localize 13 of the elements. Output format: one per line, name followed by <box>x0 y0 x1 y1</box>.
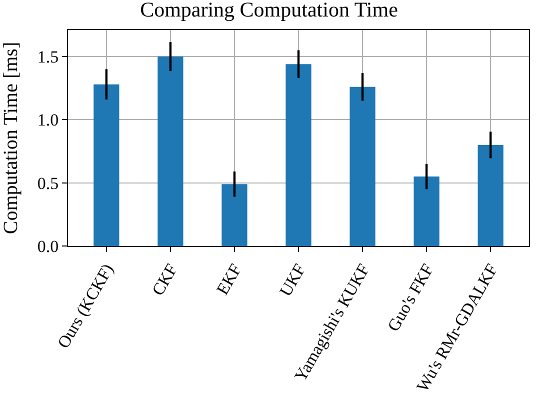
chart-title: Comparing Computation Time <box>140 0 398 22</box>
bar <box>478 144 504 246</box>
y-tick-label: 0.0 <box>37 236 59 256</box>
bar <box>350 86 376 246</box>
bar <box>414 176 440 246</box>
bar <box>158 56 184 246</box>
y-axis-title: Computation Time [ms] <box>0 42 22 234</box>
y-tick-label: 0.5 <box>37 174 59 193</box>
bar <box>286 64 312 246</box>
bar <box>94 84 120 246</box>
y-tick-label: 1.0 <box>37 110 59 130</box>
bar <box>222 184 248 246</box>
y-tick-label: 1.5 <box>37 47 59 66</box>
